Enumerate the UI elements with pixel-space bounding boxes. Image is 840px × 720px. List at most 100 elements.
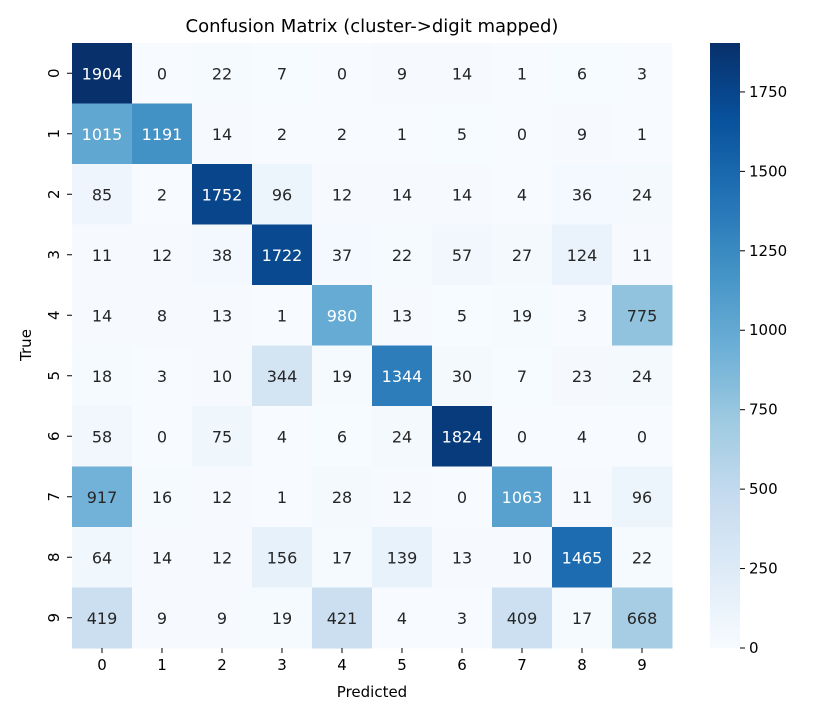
heatmap-cell-r1-c8 [552,103,613,165]
colorbar-tick-label-6: 1500 [749,162,787,180]
heatmap-cell-r9-c1 [132,587,193,649]
colorbar-tick-label-4: 1000 [749,321,787,339]
heatmap-cell-r1-c5 [372,103,433,165]
heatmap-cell-value-r5-c6: 30 [452,367,472,386]
heatmap-cell-r0-c6 [432,43,493,104]
y-tick-label-5: 5 [45,371,63,381]
heatmap-cell-r7-c8 [552,466,613,528]
heatmap-cell-r9-c6 [432,587,493,649]
heatmap-cell-value-r2-c0: 85 [92,185,112,204]
heatmap-cell-value-r4-c1: 8 [157,306,167,325]
heatmap-cell-value-r1-c6: 5 [457,125,467,144]
heatmap-cell-value-r8-c5: 139 [387,548,418,567]
heatmap-cell-value-r4-c9: 775 [627,306,658,325]
heatmap-cell-r3-c4 [312,224,373,286]
heatmap-cell-value-r1-c7: 0 [517,125,527,144]
heatmap-cell-r0-c4 [312,43,373,104]
colorbar-tick-label-5: 1250 [749,242,787,260]
colorbar-tick-label-1: 250 [749,560,778,578]
x-tick-label-1: 1 [157,656,167,674]
y-tick-label-0: 0 [45,68,63,78]
heatmap-cell-value-r1-c1: 1191 [142,125,183,144]
heatmap-cell-value-r3-c8: 124 [567,246,598,265]
heatmap-cell-value-r8-c4: 17 [332,548,352,567]
y-tick-label-3: 3 [45,250,63,260]
heatmap-cell-r5-c9 [612,345,673,407]
heatmap-cell-r2-c8 [552,164,613,225]
heatmap-cell-value-r1-c5: 1 [397,125,407,144]
heatmap-cell-r2-c3 [252,164,313,225]
heatmap-cell-r0-c5 [372,43,433,104]
heatmap-cells [72,43,673,649]
heatmap-cell-value-r7-c6: 0 [457,488,467,507]
heatmap-cell-r8-c8 [552,527,613,588]
heatmap-cell-value-r9-c1: 9 [157,609,167,628]
heatmap-cell-r1-c9 [612,103,673,165]
y-tick-label-9: 9 [45,613,63,623]
heatmap-cell-r3-c9 [612,224,673,286]
heatmap-cell-value-r2-c2: 1752 [202,185,243,204]
heatmap-cell-r1-c1 [132,103,193,165]
colorbar-tick-label-3: 750 [749,401,778,419]
x-tick-label-8: 8 [577,656,587,674]
heatmap-cell-r3-c2 [192,224,253,286]
heatmap-cell-value-r2-c7: 4 [517,185,527,204]
heatmap-cell-r4-c2 [192,285,253,346]
heatmap-cell-r6-c2 [192,406,253,467]
heatmap-cell-r4-c5 [372,285,433,346]
heatmap-cell-r0-c1 [132,43,193,104]
heatmap-cell-value-r8-c0: 64 [92,548,112,567]
heatmap-cell-r5-c8 [552,345,613,407]
heatmap-cell-r7-c6 [432,466,493,528]
heatmap-cell-value-r2-c3: 96 [272,185,292,204]
heatmap-cell-value-r4-c8: 3 [577,306,587,325]
heatmap-cell-value-r7-c7: 1063 [502,488,543,507]
heatmap-cell-value-r4-c6: 5 [457,306,467,325]
heatmap-cell-r0-c2 [192,43,253,104]
heatmap-cell-value-r0-c4: 0 [337,64,347,83]
heatmap-cell-r6-c0 [72,406,133,467]
heatmap-cell-value-r1-c3: 2 [277,125,287,144]
heatmap-cell-r7-c4 [312,466,373,528]
colorbar-tick-label-0: 0 [749,639,759,657]
y-tick-label-4: 4 [45,310,63,320]
heatmap-cell-value-r8-c2: 12 [212,548,232,567]
heatmap-cell-r9-c3 [252,587,313,649]
heatmap-cell-r9-c2 [192,587,253,649]
heatmap-cell-r5-c3 [252,345,313,407]
heatmap-cell-r8-c7 [492,527,553,588]
heatmap-cell-r7-c9 [612,466,673,528]
heatmap-cell-r7-c0 [72,466,133,528]
heatmap-cell-value-r9-c2: 9 [217,609,227,628]
heatmap-cell-value-r1-c9: 1 [637,125,647,144]
heatmap-cell-value-r6-c5: 24 [392,427,412,446]
heatmap-cell-r4-c4 [312,285,373,346]
heatmap-cell-value-r5-c2: 10 [212,367,232,386]
heatmap-cell-r8-c3 [252,527,313,588]
y-tick-label-1: 1 [45,129,63,139]
heatmap-cell-value-r7-c2: 12 [212,488,232,507]
heatmap-cell-value-r7-c8: 11 [572,488,592,507]
heatmap-cell-r5-c1 [132,345,193,407]
heatmap-cell-r1-c6 [432,103,493,165]
heatmap-cell-value-r5-c4: 19 [332,367,352,386]
heatmap-cell-value-r6-c3: 4 [277,427,287,446]
x-tick-label-7: 7 [517,656,527,674]
heatmap-cell-value-r4-c7: 19 [512,306,532,325]
heatmap-cell-value-r8-c6: 13 [452,548,472,567]
x-tick-label-0: 0 [97,656,107,674]
heatmap-cell-r9-c4 [312,587,373,649]
heatmap-cell-r2-c9 [612,164,673,225]
heatmap-cell-value-r0-c7: 1 [517,64,527,83]
heatmap-cell-value-r7-c4: 28 [332,488,352,507]
heatmap-cell-r0-c7 [492,43,553,104]
heatmap-cell-r6-c9 [612,406,673,467]
x-axis-label: Predicted [337,683,407,701]
y-axis-ticks: 0 1 2 3 4 5 6 7 8 9 [45,68,72,623]
chart-title: Confusion Matrix (cluster->digit mapped) [186,16,559,37]
heatmap-cell-value-r1-c0: 1015 [82,125,123,144]
x-tick-label-3: 3 [277,656,287,674]
heatmap-cell-r0-c0 [72,43,133,104]
